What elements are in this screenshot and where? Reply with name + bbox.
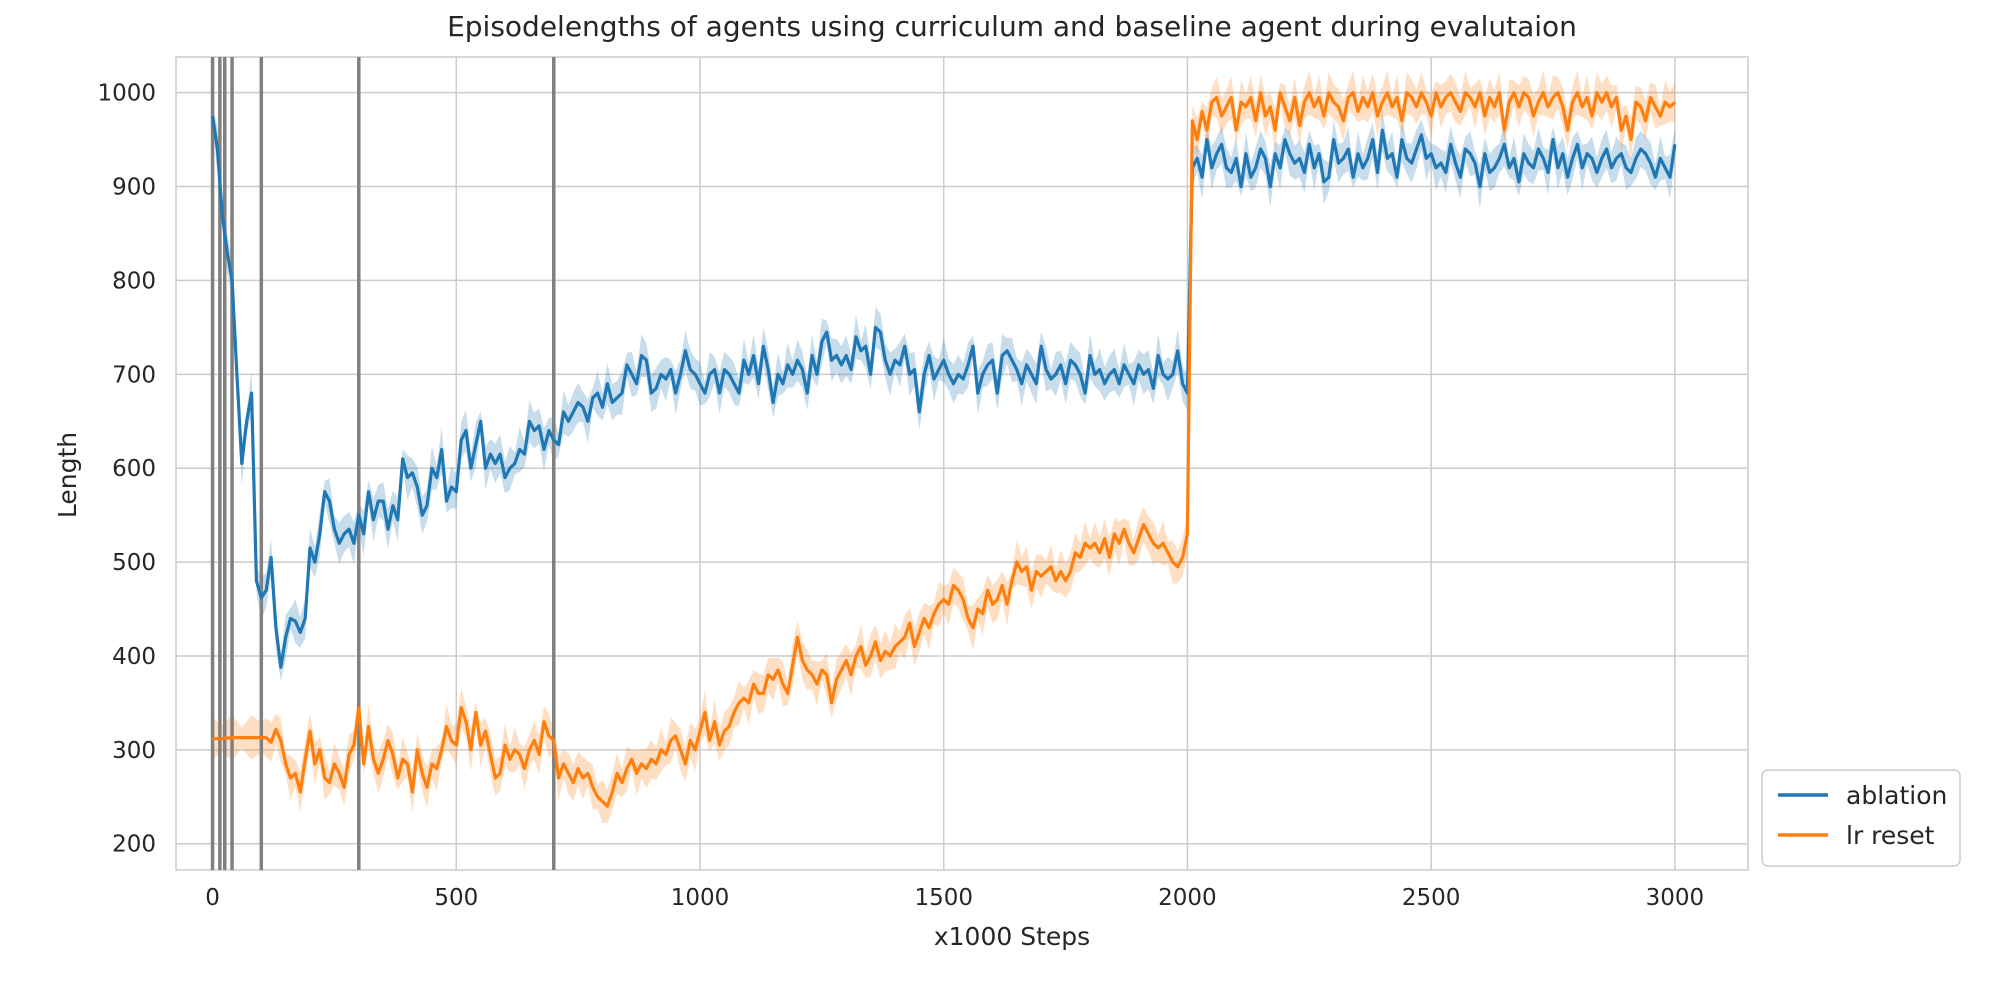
plot-area: 0 500 1000 1500 2000 2500 3000 200 300 400 500 600 7…	[97, 56, 1749, 911]
legend-label: ablation	[1846, 781, 1947, 810]
x-tick-label: 500	[434, 885, 478, 911]
y-tick-label: 200	[112, 832, 156, 858]
legend-label: lr reset	[1846, 821, 1935, 850]
x-tick-label: 1500	[914, 885, 973, 911]
chart-title: Episodelengths of agents using curriculu…	[447, 10, 1577, 43]
y-tick-label: 800	[112, 268, 156, 294]
y-tick-label: 300	[112, 738, 156, 764]
x-axis-label: x1000 Steps	[934, 922, 1090, 951]
plot-frame	[175, 56, 1749, 871]
series-line-1	[212, 91, 1677, 808]
y-tick-label: 1000	[97, 81, 156, 107]
series-line-0	[211, 115, 1677, 669]
x-tick-label: 2500	[1402, 885, 1461, 911]
x-tick-label: 0	[205, 885, 220, 911]
x-tick-label: 2000	[1158, 885, 1217, 911]
y-tick-label: 500	[112, 550, 156, 576]
x-tick-label: 1000	[671, 885, 730, 911]
y-tick-label: 900	[112, 175, 156, 201]
legend: ablation lr reset	[1761, 769, 1961, 867]
x-tick-label: 3000	[1646, 885, 1705, 911]
y-tick-label: 600	[112, 456, 156, 482]
y-tick-label: 400	[112, 644, 156, 670]
y-tick-label: 700	[112, 362, 156, 388]
y-axis-label: Length	[53, 432, 82, 518]
